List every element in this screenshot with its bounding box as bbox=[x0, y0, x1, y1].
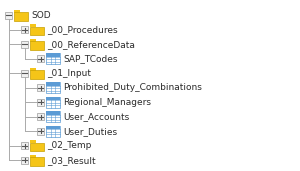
Bar bbox=[30, 68, 36, 71]
Bar bbox=[46, 111, 60, 115]
Bar bbox=[46, 53, 60, 57]
Bar bbox=[21, 157, 28, 164]
Text: User_Accounts: User_Accounts bbox=[63, 112, 129, 121]
Bar bbox=[30, 41, 44, 50]
Bar bbox=[30, 39, 36, 42]
Bar bbox=[30, 27, 44, 35]
Text: Prohibited_Duty_Combinations: Prohibited_Duty_Combinations bbox=[63, 83, 202, 92]
Bar bbox=[37, 55, 44, 62]
Text: _01_Input: _01_Input bbox=[47, 69, 91, 78]
Text: _00_ReferenceData: _00_ReferenceData bbox=[47, 40, 135, 49]
Bar bbox=[37, 84, 44, 91]
Text: User_Duties: User_Duties bbox=[63, 127, 117, 136]
Text: _00_Procedures: _00_Procedures bbox=[47, 25, 118, 34]
Bar bbox=[46, 97, 60, 100]
Bar bbox=[30, 140, 36, 143]
Bar bbox=[46, 82, 60, 86]
Bar bbox=[14, 12, 28, 21]
Bar bbox=[5, 12, 12, 19]
Bar bbox=[21, 41, 28, 48]
Bar bbox=[46, 53, 60, 64]
Bar bbox=[30, 155, 36, 158]
Bar bbox=[46, 126, 60, 129]
Bar bbox=[30, 24, 36, 27]
Bar bbox=[14, 10, 20, 13]
Text: _03_Result: _03_Result bbox=[47, 156, 96, 165]
Text: SAP_TCodes: SAP_TCodes bbox=[63, 54, 118, 63]
Bar bbox=[21, 26, 28, 33]
Bar bbox=[30, 143, 44, 151]
Bar bbox=[37, 113, 44, 120]
Text: _02_Temp: _02_Temp bbox=[47, 141, 92, 150]
Bar bbox=[30, 157, 44, 166]
Text: SOD: SOD bbox=[31, 11, 51, 20]
Bar bbox=[30, 70, 44, 79]
Bar bbox=[46, 111, 60, 122]
Bar bbox=[46, 97, 60, 108]
Text: Regional_Managers: Regional_Managers bbox=[63, 98, 151, 107]
Bar bbox=[46, 82, 60, 93]
Bar bbox=[37, 99, 44, 106]
Bar bbox=[37, 128, 44, 135]
Bar bbox=[21, 70, 28, 77]
Bar bbox=[46, 126, 60, 137]
Bar bbox=[21, 142, 28, 149]
